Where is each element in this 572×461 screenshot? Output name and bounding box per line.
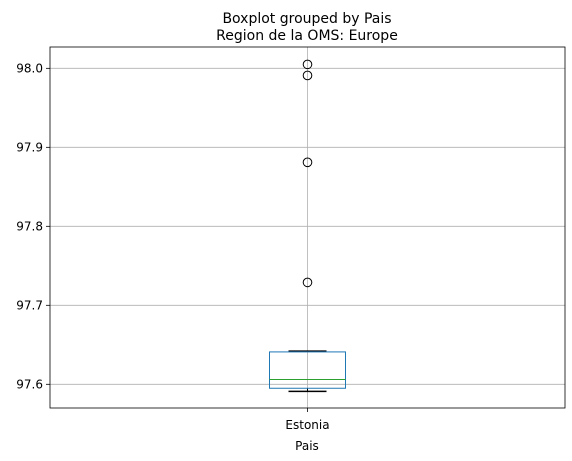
y-tick-label: 97.9: [16, 140, 43, 154]
x-axis-label: Pais: [295, 439, 319, 453]
chart-title: Region de la OMS: Europe: [216, 28, 398, 44]
x-tick-label: Estonia: [285, 418, 329, 432]
x-axis: Estonia: [285, 408, 329, 432]
y-tick-label: 97.7: [16, 298, 43, 312]
y-tick-label: 97.8: [16, 219, 43, 233]
y-tick-label: 97.6: [16, 377, 43, 391]
y-tick-label: 98.0: [16, 61, 43, 75]
chart-suptitle: Boxplot grouped by Pais: [222, 11, 391, 27]
grid-lines: [50, 47, 565, 408]
y-axis: 97.6 97.7 97.8 97.9 98.0: [16, 61, 50, 391]
